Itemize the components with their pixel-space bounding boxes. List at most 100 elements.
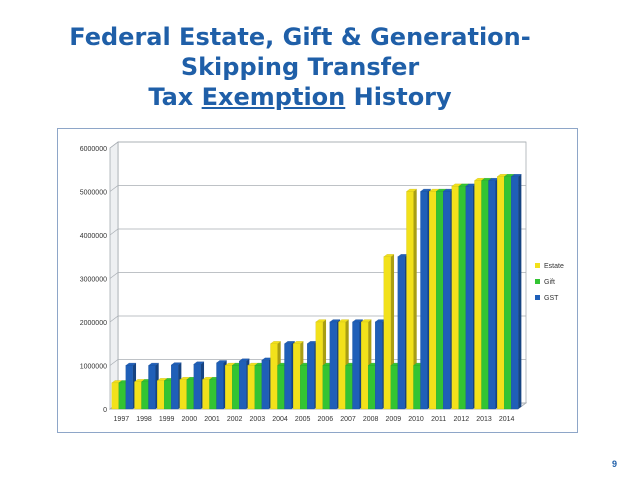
bar-gst: [352, 321, 360, 410]
x-tick-label: 2000: [182, 416, 198, 423]
slide-number: 9: [612, 459, 618, 469]
bar-gift: [368, 365, 376, 410]
title-line-2: Skipping Transfer: [180, 53, 420, 81]
x-tick-label: 2001: [204, 416, 220, 423]
x-tick-label: 2010: [408, 416, 424, 423]
bar-estate: [202, 379, 210, 410]
bar-gift: [209, 379, 217, 410]
bar-estate: [247, 365, 255, 410]
x-tick-label: 2013: [476, 416, 492, 423]
bar-side-gst: [518, 174, 522, 409]
bar-gst: [375, 321, 383, 410]
bar-estate: [111, 382, 119, 410]
x-tick-label: 2012: [454, 416, 470, 423]
bar-chart: 0 1000000 2000000 3000000 4000000 5000000 6000…: [80, 141, 564, 423]
bar-gift: [141, 381, 149, 410]
bar-gift: [413, 365, 421, 410]
bar-gst: [443, 191, 451, 410]
title-line-3-prefix: Tax: [148, 83, 202, 111]
bar-gst: [125, 365, 133, 410]
bar-gst: [239, 360, 247, 410]
legend-label-gift: Gift: [544, 279, 555, 286]
y-tick-label: 3000000: [80, 277, 107, 284]
legend-label-estate: Estate: [544, 263, 564, 270]
slide-title: Federal Estate, Gift & Generation- Skipp…: [0, 22, 600, 112]
bar-gst: [171, 364, 179, 410]
legend-swatch-gift: [535, 279, 540, 284]
bar-gst: [307, 343, 315, 410]
bar-estate: [338, 321, 346, 410]
bar-gst: [284, 343, 292, 410]
legend-swatch-estate: [535, 263, 540, 268]
bar-estate: [179, 379, 187, 410]
bar-gift: [504, 176, 512, 410]
y-tick-label: 4000000: [80, 233, 107, 240]
x-tick-label: 1997: [114, 416, 130, 423]
bar-gift: [232, 365, 240, 410]
x-tick-label: 2004: [272, 416, 288, 423]
bar-estate: [406, 191, 414, 410]
legend-label-gst: GST: [544, 295, 559, 302]
bar-gift: [277, 365, 285, 410]
bar-estate: [497, 176, 505, 410]
bar-estate: [474, 180, 482, 410]
bar-estate: [429, 191, 437, 410]
x-tick-label: 2005: [295, 416, 311, 423]
bar-gst: [261, 360, 269, 410]
gridline: [109, 185, 526, 192]
bar-estate: [293, 343, 301, 410]
y-tick-label: 0: [103, 407, 107, 414]
bar-estate: [157, 380, 165, 410]
title-underlined-word: Exemption: [201, 83, 346, 111]
bar-gift: [345, 365, 353, 410]
bar-gst: [397, 256, 405, 410]
bar-gift: [254, 365, 262, 410]
bar-estate: [270, 343, 278, 410]
gridline: [109, 141, 526, 149]
bar-estate: [383, 256, 391, 410]
bar-gift: [164, 380, 172, 410]
bar-gift: [458, 186, 466, 410]
chart-frame: 0 1000000 2000000 3000000 4000000 5000000 6000…: [57, 128, 578, 433]
bar-gst: [193, 364, 201, 410]
bar-estate: [451, 186, 459, 410]
x-tick-label: 1999: [159, 416, 175, 423]
x-tick-label: 2003: [250, 416, 266, 423]
bar-gift: [390, 365, 398, 410]
legend-swatch-gst: [535, 295, 540, 300]
x-tick-label: 2009: [386, 416, 402, 423]
bar-gift: [436, 191, 444, 410]
bar-gift: [300, 365, 308, 410]
y-tick-label: 5000000: [80, 190, 107, 197]
x-tick-label: 2006: [318, 416, 334, 423]
x-tick-label: 2002: [227, 416, 243, 423]
x-tick-label: 2007: [340, 416, 356, 423]
bar-gst: [148, 365, 156, 410]
bar-gst: [511, 176, 519, 410]
bar-side-estate: [413, 189, 417, 409]
bar-gst: [465, 186, 473, 410]
x-tick-label: 2011: [431, 416, 446, 423]
bar-gift: [481, 180, 489, 410]
bar-gst: [488, 180, 496, 410]
bar-estate: [315, 321, 323, 410]
title-line-3: Tax Exemption History: [0, 82, 600, 112]
y-tick-label: 1000000: [80, 364, 107, 371]
y-tick-label: 6000000: [80, 146, 107, 153]
gridline: [109, 228, 526, 236]
x-tick-label: 1998: [136, 416, 152, 423]
bar-gift: [118, 382, 126, 410]
x-tick-label: 2008: [363, 416, 379, 423]
bar-estate: [134, 381, 142, 410]
title-line-1: Federal Estate, Gift & Generation-: [69, 23, 531, 51]
y-tick-label: 2000000: [80, 320, 107, 327]
bar-gst: [329, 321, 337, 410]
title-line-3-suffix: History: [345, 83, 452, 111]
x-tick-label: 2014: [499, 416, 515, 423]
bar-estate: [361, 321, 369, 410]
bar-gst: [216, 362, 224, 410]
bar-gift: [186, 379, 194, 410]
bar-gst: [420, 191, 428, 410]
bar-gift: [322, 365, 330, 410]
bar-estate: [225, 365, 233, 410]
